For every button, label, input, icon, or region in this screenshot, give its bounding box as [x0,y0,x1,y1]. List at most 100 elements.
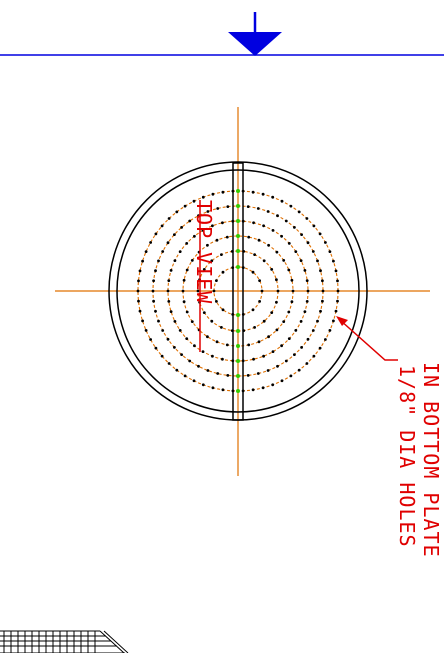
hole-dot [305,217,309,220]
hole-dot [251,308,255,312]
hole-dot [215,300,218,303]
hole-dot [188,219,192,223]
hole-dot [154,346,158,350]
hole-dot [210,259,214,263]
divider-hole-marker [236,234,240,238]
hole-dot [290,300,294,304]
hole-dot [211,192,215,196]
hole-dot [216,207,220,210]
hole-dot [220,253,223,256]
hole-dot [178,329,182,332]
hole-dot [289,204,293,208]
hole-dot [144,329,148,332]
hole-dot [152,279,156,283]
hole-dot [196,289,200,293]
hole-dot [167,362,171,365]
hole-dot [138,309,142,313]
hole-dot [185,310,189,314]
hole-dot [251,388,255,392]
hole-dot [257,340,261,344]
hole-dot [319,309,322,313]
hole-dot [246,374,250,377]
hole-dot [280,199,284,203]
hole-dot [299,259,303,262]
hole-dot [190,320,194,323]
hole-dot [173,259,177,262]
hole-dot [287,242,291,245]
hole-dot [220,326,223,329]
hole-dot [215,238,219,242]
hole-dot [275,300,278,304]
hole-dot [157,259,160,263]
hole-dot [173,346,176,349]
hole-dot [185,337,189,340]
hole-dot [321,279,324,283]
hole-dot [181,289,185,293]
hole-dot [149,241,153,244]
hole-dot [211,224,214,228]
hole-dot [149,338,153,341]
hole-dot [267,243,270,247]
hole-dot [287,310,291,314]
hole-dot [247,343,251,347]
hole-dot [141,319,145,323]
hole-dot [332,319,335,323]
hole-dot [247,235,251,239]
hole-dot [336,299,339,303]
hole-dot [297,210,301,214]
hole-dot [183,374,187,378]
hole-dot [160,224,164,228]
divider-hole-marker [236,374,240,378]
hole-dot [303,310,307,313]
hole-dot [276,364,279,368]
hole-dot [280,344,283,348]
hole-dot [216,372,220,375]
hole-dot [328,329,332,332]
hole-dot [305,300,309,303]
divider-hole-marker [236,329,240,333]
hole-dot [257,238,261,242]
hole-dot [221,388,225,392]
hole-dot [252,357,256,361]
divider-hole-marker [236,389,240,393]
hole-dot [137,279,140,283]
hole-dot [303,269,307,272]
hole-dot [287,337,291,340]
hole-dot [260,289,264,293]
hole-dot [318,232,322,236]
hole-dot [251,190,255,194]
hole-dot [311,329,315,332]
hole-dot [190,259,194,262]
hole-dot [271,229,275,232]
hole-dot [167,217,171,220]
hole-dot [226,374,230,377]
hole-dot [154,232,158,236]
hole-dot [300,233,303,237]
hole-dot [291,289,295,293]
hole-dot [201,350,205,353]
center-divider-plate [232,162,244,421]
hole-dot [289,374,293,378]
hole-dot [282,259,286,262]
hole-dot [246,205,250,209]
hole-dot [202,268,206,271]
hole-dot [225,235,229,239]
hole-dot [282,320,286,323]
hole-dot [212,289,216,293]
hole-dot [188,359,192,363]
divider-hole-marker [236,219,240,223]
hole-dot [166,289,170,293]
hole-dot [294,250,298,254]
hole-dot [221,190,225,194]
hole-dot [267,335,270,339]
hole-dot [321,289,325,293]
hole-dot [305,362,309,365]
hole-dot [206,335,209,339]
hatch-pattern [0,630,129,653]
divider-hole-marker [236,189,240,193]
hole-dot [316,319,319,323]
hole-dot [306,289,310,293]
hole-dot [169,269,173,272]
hole-dot [262,259,266,263]
hole-dot [284,219,288,223]
